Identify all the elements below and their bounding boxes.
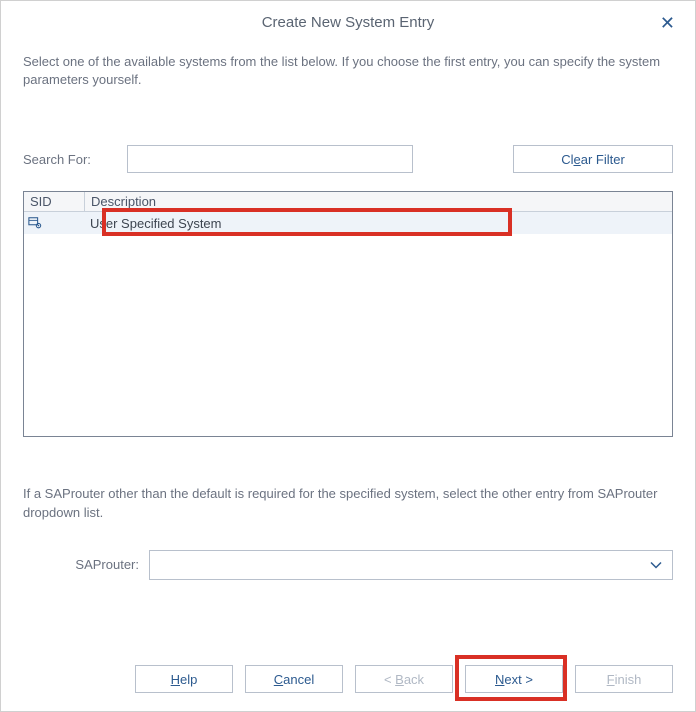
instruction-text: Select one of the available systems from… bbox=[23, 53, 673, 89]
saprouter-note: If a SAProuter other than the default is… bbox=[23, 485, 673, 521]
system-icon bbox=[28, 216, 42, 230]
cell-sid bbox=[24, 212, 84, 234]
create-system-entry-dialog: Create New System Entry ✕ Select one of … bbox=[0, 0, 696, 712]
search-input[interactable] bbox=[127, 145, 413, 173]
table-row[interactable]: User Specified System bbox=[24, 212, 672, 234]
dialog-body: Select one of the available systems from… bbox=[1, 43, 695, 580]
dialog-header: Create New System Entry ✕ bbox=[1, 1, 695, 43]
column-header-description[interactable]: Description bbox=[84, 192, 672, 211]
saprouter-label: SAProuter: bbox=[23, 557, 149, 572]
back-button: < Back bbox=[355, 665, 453, 693]
saprouter-dropdown[interactable] bbox=[149, 550, 673, 580]
wizard-button-row: Help Cancel < Back Next > Finish bbox=[135, 665, 673, 693]
cancel-button[interactable]: Cancel bbox=[245, 665, 343, 693]
column-header-sid[interactable]: SID bbox=[24, 192, 84, 211]
help-button[interactable]: Help bbox=[135, 665, 233, 693]
saprouter-row: SAProuter: bbox=[23, 550, 673, 580]
dialog-title: Create New System Entry bbox=[262, 14, 435, 31]
cell-description: User Specified System bbox=[84, 212, 672, 234]
grid-header: SID Description bbox=[24, 192, 672, 212]
clear-filter-button[interactable]: Clear Filter bbox=[513, 145, 673, 173]
next-button[interactable]: Next > bbox=[465, 665, 563, 693]
finish-button: Finish bbox=[575, 665, 673, 693]
systems-grid: SID Description User Specified System bbox=[23, 191, 673, 437]
search-label: Search For: bbox=[23, 152, 127, 167]
search-row: Search For: Clear Filter bbox=[23, 145, 673, 173]
close-icon: ✕ bbox=[660, 13, 675, 33]
close-button[interactable]: ✕ bbox=[654, 11, 681, 36]
chevron-down-icon bbox=[650, 557, 662, 572]
